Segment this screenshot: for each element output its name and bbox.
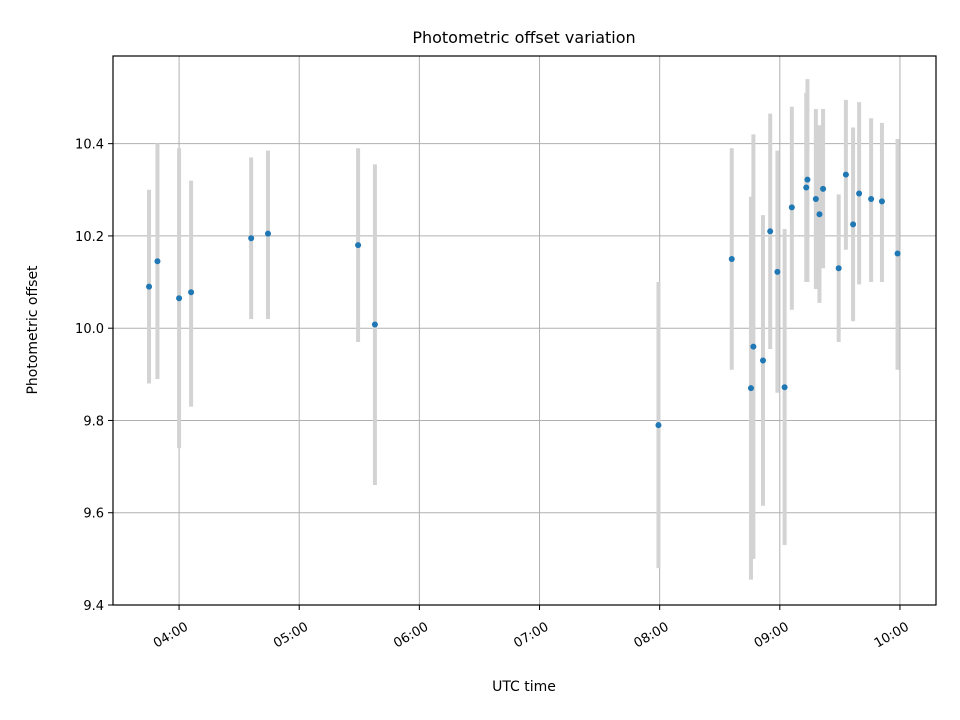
data-point	[188, 289, 195, 296]
point-layer	[146, 171, 901, 429]
y-tick-label: 9.8	[83, 414, 104, 429]
x-axis-label: UTC time	[492, 679, 556, 695]
x-tick-label: 10:00	[872, 620, 912, 652]
chart-title: Photometric offset variation	[412, 28, 635, 47]
errorbar-layer	[147, 79, 900, 580]
x-tick-label: 08:00	[632, 620, 672, 652]
data-point	[774, 268, 781, 275]
x-tick-label: 06:00	[391, 620, 431, 652]
data-point	[812, 196, 819, 203]
x-tick-label: 07:00	[511, 620, 551, 652]
data-point	[820, 185, 827, 192]
data-point	[176, 295, 183, 302]
x-tick-label: 04:00	[151, 620, 191, 652]
data-point	[264, 230, 271, 237]
data-point	[747, 385, 754, 392]
data-point	[894, 250, 901, 257]
data-point	[868, 196, 875, 203]
data-point	[154, 258, 161, 265]
grid-layer	[113, 56, 936, 606]
data-point	[856, 190, 863, 197]
data-point	[878, 198, 885, 205]
data-point	[146, 283, 153, 290]
plot-frame	[112, 55, 937, 606]
data-point	[816, 211, 823, 218]
data-point	[371, 321, 378, 328]
y-tick-label: 10.4	[75, 138, 104, 153]
data-point	[355, 242, 362, 249]
y-tick-label: 10.0	[75, 322, 104, 337]
data-point	[781, 384, 788, 391]
x-tick-label: 05:00	[271, 620, 311, 652]
data-point	[750, 343, 757, 350]
data-point	[804, 176, 811, 183]
data-point	[842, 171, 849, 178]
data-point	[767, 228, 774, 235]
y-axis-label: Photometric offset	[25, 265, 41, 395]
y-tick-label: 9.6	[83, 507, 104, 522]
data-point	[759, 357, 766, 364]
data-point	[788, 204, 795, 211]
data-point	[850, 221, 857, 228]
x-tick-label: 09:00	[752, 620, 792, 652]
data-point	[728, 255, 735, 262]
y-tick-label: 9.4	[83, 599, 104, 614]
data-point	[655, 422, 662, 429]
data-point	[835, 265, 842, 272]
y-tick-label: 10.2	[75, 230, 104, 245]
data-point	[803, 184, 810, 191]
data-point	[248, 235, 255, 242]
